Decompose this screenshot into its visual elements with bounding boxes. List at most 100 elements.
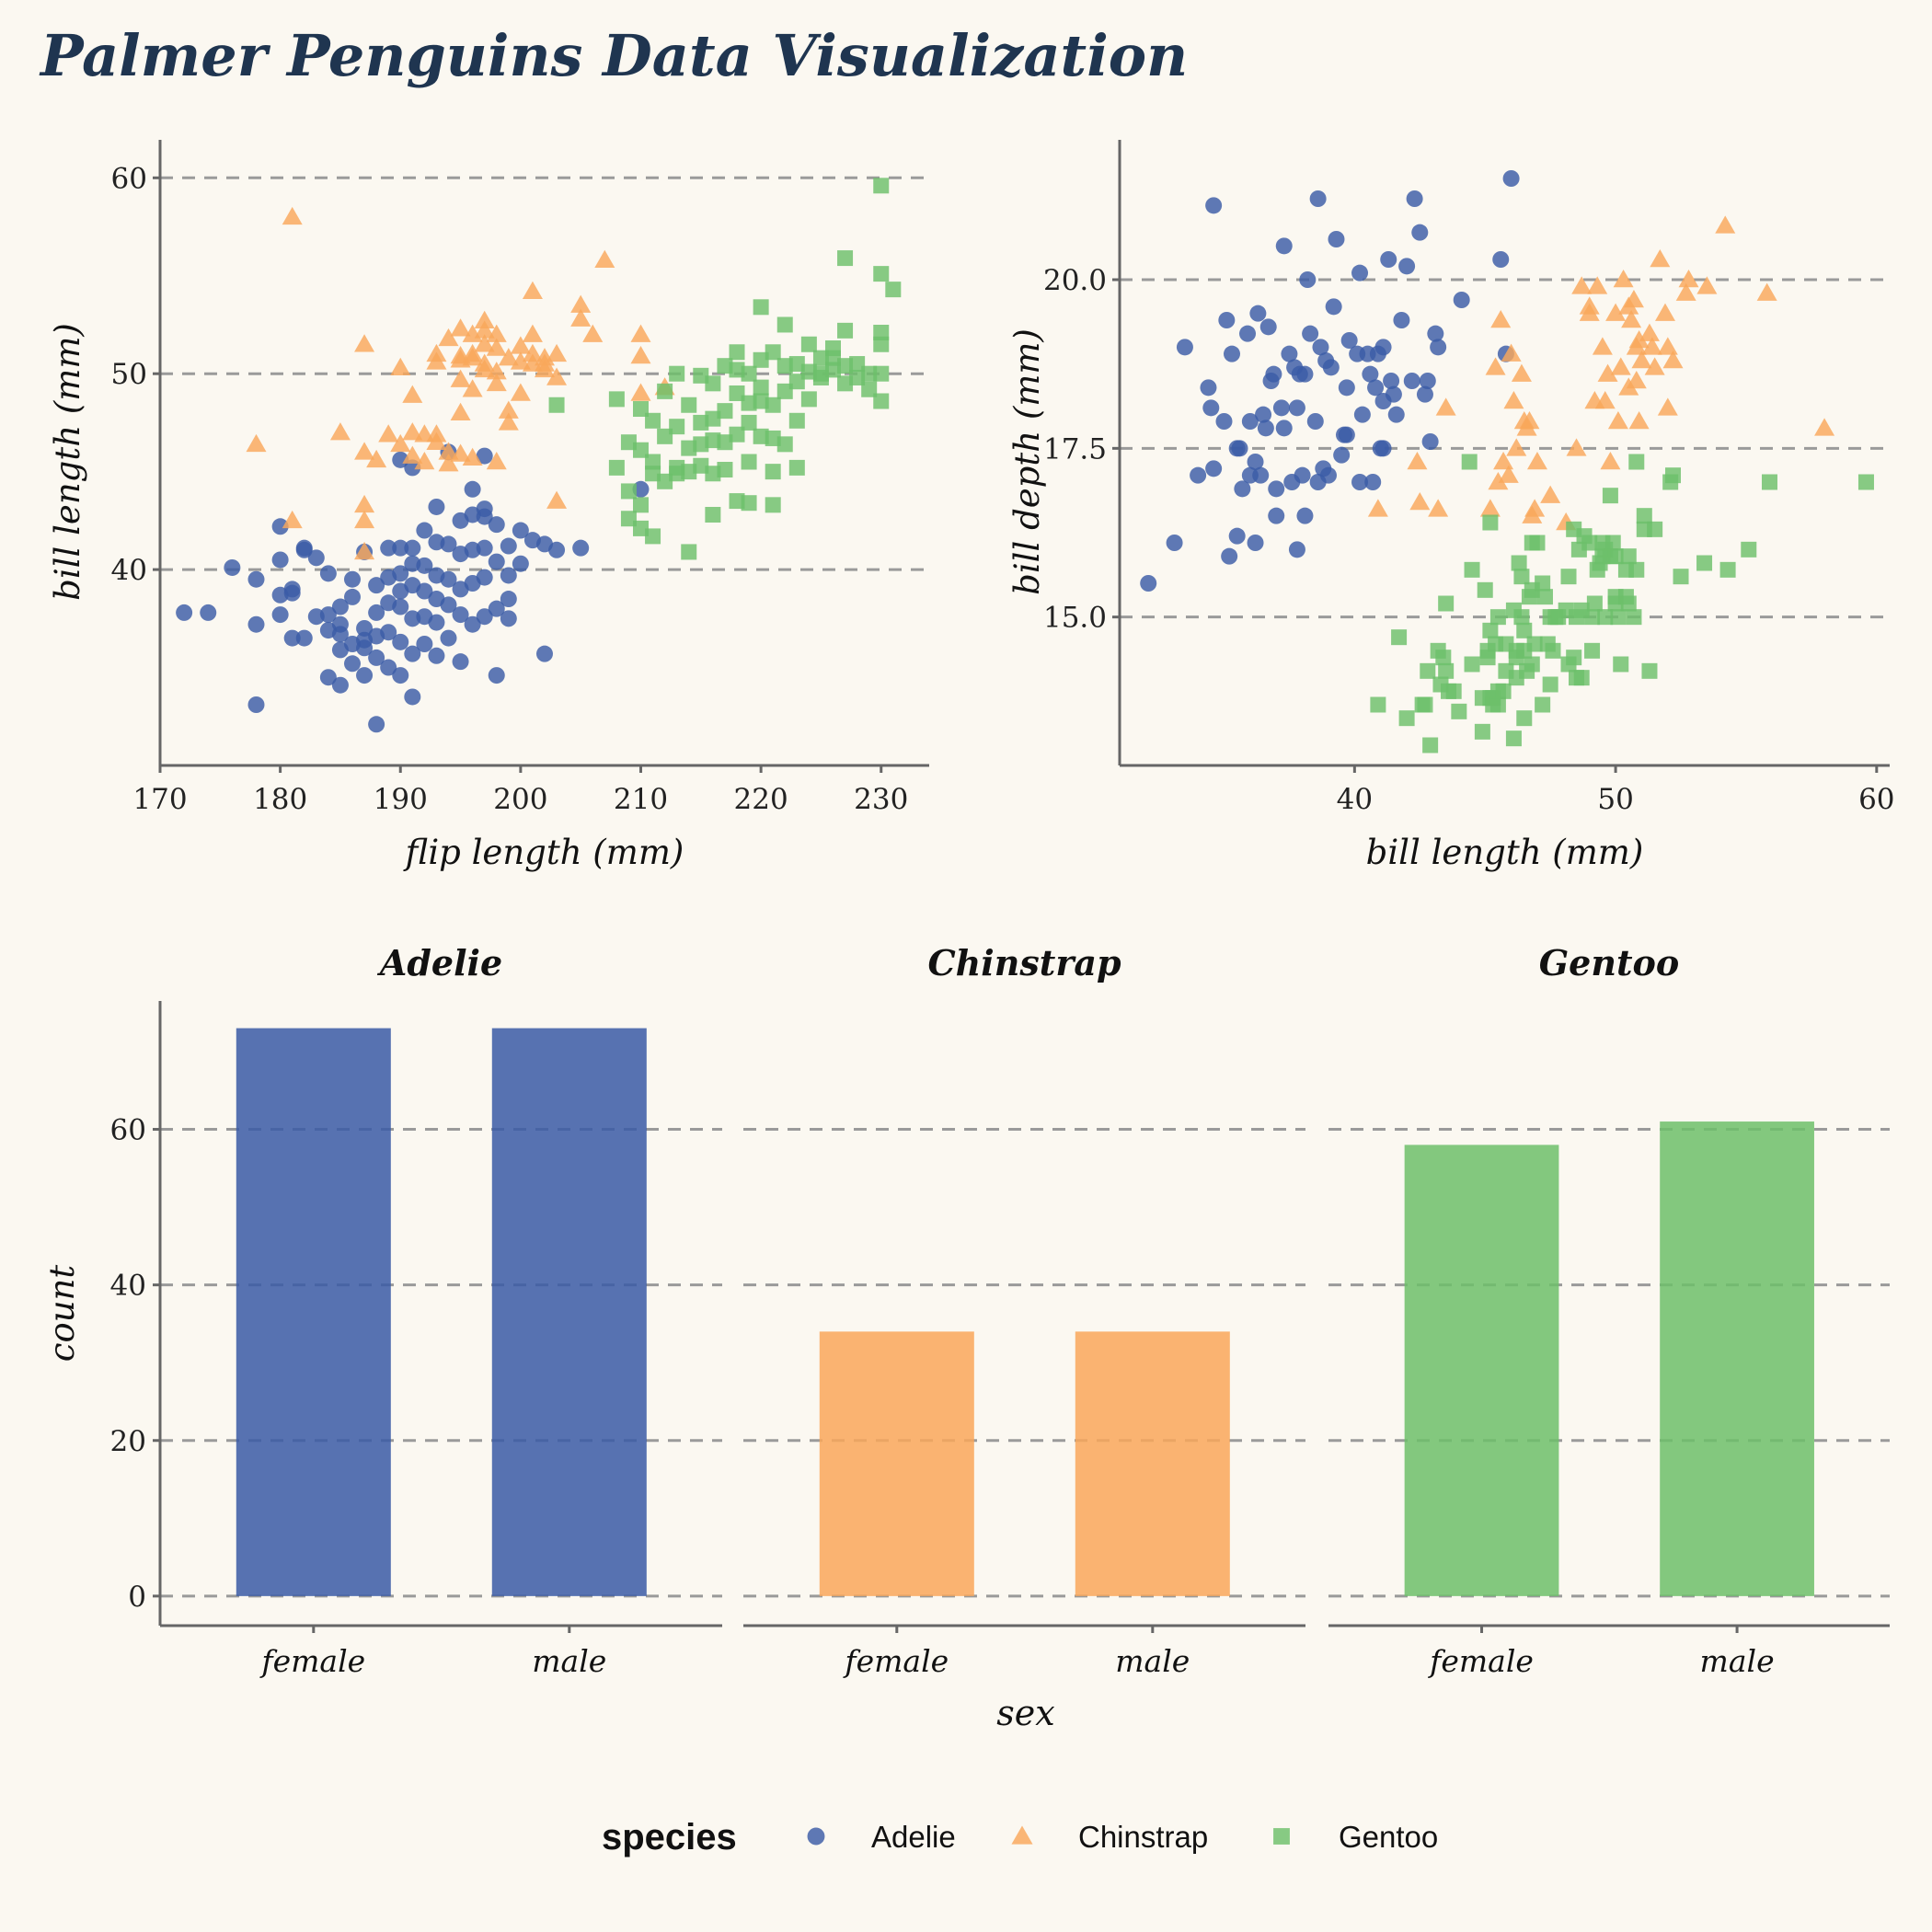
point-gentoo — [645, 412, 661, 429]
point-chinstrap — [1409, 492, 1431, 511]
point-gentoo — [776, 383, 793, 399]
point-chinstrap — [390, 433, 411, 453]
point-gentoo — [1422, 737, 1439, 753]
point-chinstrap — [630, 324, 651, 342]
point-adelie — [512, 555, 529, 572]
point-adelie — [488, 553, 505, 570]
point-gentoo — [1620, 548, 1637, 565]
point-gentoo — [1741, 541, 1757, 558]
point-adelie — [1228, 527, 1246, 545]
point-gentoo — [1610, 609, 1627, 626]
point-chinstrap — [535, 359, 555, 378]
point-chinstrap — [438, 328, 459, 347]
point-adelie — [380, 659, 397, 676]
point-gentoo — [657, 473, 673, 489]
x-tick-label: female — [842, 1643, 949, 1679]
point-gentoo — [1626, 609, 1642, 626]
point-adelie — [1364, 474, 1382, 490]
point-chinstrap — [486, 362, 507, 380]
point-chinstrap — [1503, 391, 1524, 409]
point-adelie — [392, 451, 409, 468]
point-chinstrap — [498, 412, 519, 431]
point-chinstrap — [582, 324, 604, 342]
point-gentoo — [1581, 535, 1598, 551]
point-chinstrap — [1407, 452, 1428, 470]
point-adelie — [1296, 365, 1314, 383]
point-chinstrap — [1621, 310, 1642, 328]
y-axis-label: bill length (mm) — [48, 323, 87, 601]
point-gentoo — [776, 436, 793, 453]
y-tick-label: 60 — [111, 162, 147, 195]
point-gentoo — [645, 528, 661, 545]
point-gentoo — [548, 397, 565, 413]
x-tick-label: male — [532, 1643, 606, 1679]
bar-chinstrap-female — [819, 1331, 974, 1596]
point-chinstrap — [1594, 391, 1616, 409]
point-gentoo — [729, 426, 745, 443]
point-chinstrap — [426, 351, 447, 370]
point-adelie — [1205, 460, 1223, 477]
point-adelie — [464, 480, 481, 498]
point-gentoo — [1536, 589, 1553, 605]
point-adelie — [1231, 440, 1248, 457]
point-adelie — [1421, 433, 1439, 450]
point-adelie — [1393, 312, 1410, 328]
point-gentoo — [812, 350, 829, 366]
point-gentoo — [837, 322, 854, 339]
point-gentoo — [1857, 474, 1874, 490]
point-adelie — [380, 539, 397, 557]
point-chinstrap — [1628, 330, 1650, 349]
bar-adelie-female — [236, 1028, 391, 1596]
point-adelie — [488, 667, 505, 684]
point-gentoo — [873, 324, 890, 340]
x-tick-label: 220 — [734, 783, 788, 816]
point-adelie — [1380, 251, 1397, 268]
point-chinstrap — [378, 424, 399, 443]
point-gentoo — [788, 356, 805, 373]
point-gentoo — [861, 365, 878, 382]
point-adelie — [1328, 231, 1345, 247]
y-tick-label: 17.5 — [1043, 432, 1107, 466]
point-gentoo — [1719, 561, 1736, 578]
point-adelie — [1387, 406, 1405, 423]
point-chinstrap — [1657, 337, 1678, 355]
point-chinstrap — [486, 324, 507, 342]
legend-label: Adelie — [871, 1820, 956, 1854]
point-chinstrap — [1641, 337, 1662, 355]
point-gentoo — [753, 428, 769, 444]
point-gentoo — [1620, 595, 1637, 612]
point-gentoo — [1435, 650, 1452, 666]
point-adelie — [512, 522, 529, 539]
point-gentoo — [765, 344, 781, 361]
point-chinstrap — [546, 490, 568, 509]
point-chinstrap — [1566, 438, 1587, 456]
point-adelie — [488, 600, 505, 617]
point-gentoo — [705, 375, 721, 392]
point-adelie — [1374, 440, 1392, 457]
point-adelie — [307, 549, 325, 567]
point-chinstrap — [1610, 357, 1631, 375]
point-gentoo — [1524, 656, 1540, 673]
point-adelie — [271, 551, 289, 569]
y-tick-label: 20.0 — [1043, 264, 1107, 297]
point-chinstrap — [1428, 499, 1449, 517]
point-chinstrap — [1479, 499, 1501, 517]
point-gentoo — [717, 462, 733, 478]
facet-panel-chinstrap: female male Chinstrap — [743, 942, 1305, 1679]
legend-item-adelie: Adelie — [807, 1820, 956, 1854]
point-adelie — [1312, 339, 1329, 356]
point-chinstrap — [462, 447, 483, 466]
point-chinstrap — [1675, 282, 1696, 301]
point-chinstrap — [282, 206, 303, 225]
series-gentoo — [548, 178, 902, 560]
point-adelie — [1176, 339, 1193, 356]
point-chinstrap — [1579, 296, 1600, 315]
point-adelie — [1221, 547, 1238, 565]
point-gentoo — [693, 414, 709, 431]
point-adelie — [1288, 541, 1305, 558]
point-chinstrap — [486, 338, 507, 356]
point-gentoo — [1495, 683, 1512, 699]
point-adelie — [428, 647, 445, 664]
